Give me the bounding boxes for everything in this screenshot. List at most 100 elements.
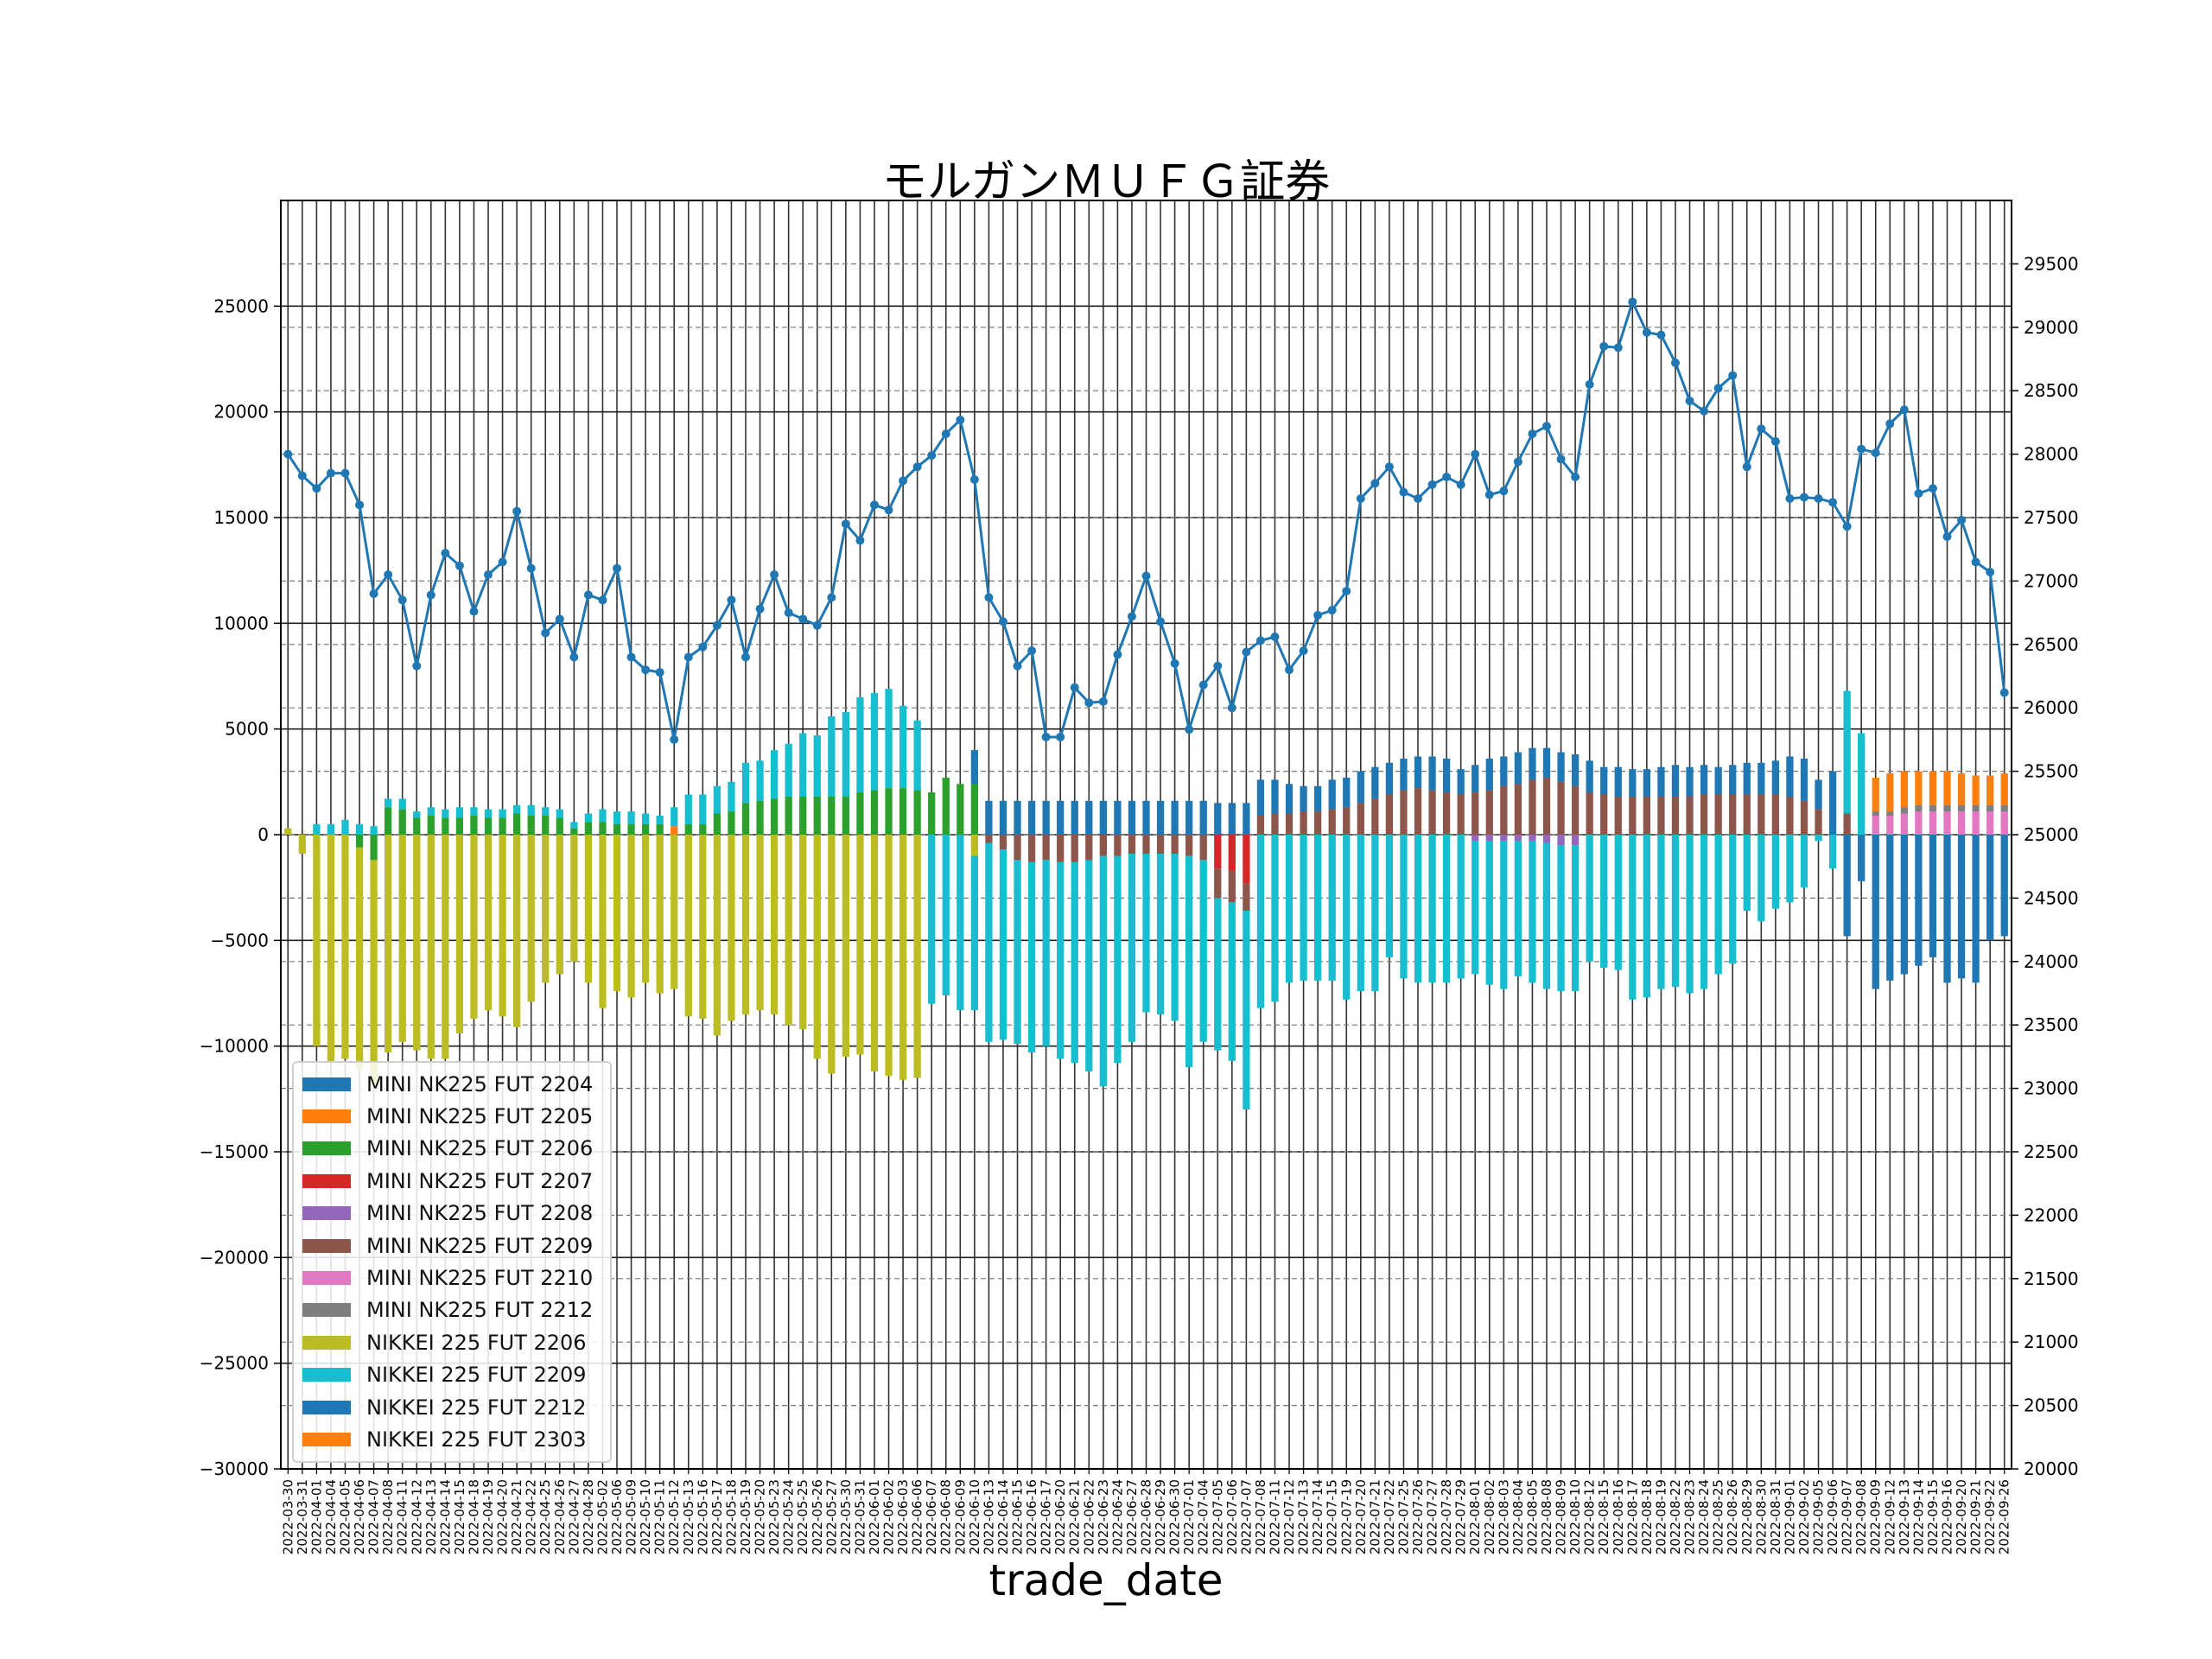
- price-point: [1585, 379, 1594, 389]
- bar-segment: [1243, 835, 1250, 884]
- bar-segment: [799, 733, 807, 797]
- y-tick-label-right: 20500: [2024, 1395, 2079, 1416]
- bar-segment: [770, 798, 779, 835]
- bar-segment: [1657, 835, 1665, 989]
- price-point: [1285, 665, 1294, 675]
- bar-segment: [770, 750, 779, 799]
- bar-segment: [1629, 835, 1637, 1000]
- bar-segment: [1700, 794, 1708, 835]
- y-tick-label-left: 0: [257, 824, 269, 845]
- legend-swatch: [302, 1335, 351, 1350]
- bar-segment: [656, 823, 664, 835]
- bar-segment: [1529, 835, 1536, 842]
- bar-segment: [1815, 779, 1822, 810]
- bar-segment: [1514, 835, 1522, 842]
- bar-segment: [699, 823, 707, 835]
- price-point: [326, 468, 335, 478]
- x-tick-label: 2022-07-06: [1224, 1479, 1240, 1554]
- x-tick-label: 2022-09-07: [1840, 1479, 1855, 1554]
- price-point: [469, 607, 479, 616]
- bar-segment: [1099, 800, 1107, 835]
- bar-segment: [1485, 841, 1493, 985]
- y-tick-label-right: 21000: [2024, 1332, 2079, 1352]
- bar-segment: [1957, 773, 1966, 805]
- bar-segment: [627, 823, 635, 835]
- y-tick-label-right: 23500: [2024, 1014, 2079, 1035]
- bar-segment: [785, 796, 792, 835]
- bar-segment: [1314, 785, 1322, 812]
- bar-segment: [985, 842, 993, 1042]
- x-tick-label: 2022-05-17: [709, 1479, 725, 1554]
- x-tick-label: 2022-03-30: [280, 1479, 296, 1554]
- bar-segment: [1171, 800, 1179, 835]
- bar-segment: [656, 815, 664, 824]
- bar-segment: [1843, 835, 1851, 937]
- x-tick-label: 2022-06-28: [1139, 1479, 1154, 1554]
- bar-segment: [1786, 835, 1794, 903]
- y-tick-label-left: 10000: [213, 613, 269, 633]
- bar-segment: [1428, 756, 1436, 791]
- price-point: [1971, 557, 1980, 567]
- price-point: [712, 620, 721, 630]
- bar-segment: [1743, 794, 1751, 835]
- price-point: [770, 570, 779, 580]
- bar-segment: [1915, 811, 1923, 835]
- price-point: [755, 604, 765, 613]
- bar-segment: [455, 807, 464, 818]
- bar-segment: [1972, 775, 1980, 805]
- price-point: [397, 595, 407, 605]
- x-tick-label: 2022-09-01: [1782, 1479, 1797, 1554]
- price-point: [1270, 632, 1280, 641]
- bar-segment: [1214, 803, 1222, 835]
- bar-segment: [1657, 766, 1665, 797]
- bar-segment: [856, 792, 864, 835]
- bar-segment: [1714, 766, 1722, 795]
- bar-segment: [1957, 811, 1966, 835]
- x-tick-label: 2022-07-15: [1325, 1479, 1340, 1554]
- bar-segment: [1471, 835, 1479, 842]
- bar-segment: [1972, 835, 1980, 983]
- y-tick-label-right: 24500: [2024, 887, 2079, 908]
- price-point: [1084, 698, 1094, 708]
- price-point: [1885, 419, 1895, 429]
- bar-segment: [1457, 835, 1465, 979]
- bar-segment: [1285, 835, 1294, 983]
- legend-label: MINI NK225 FUT 2206: [366, 1136, 594, 1161]
- bar-segment: [741, 803, 750, 835]
- bar-segment: [1285, 813, 1294, 835]
- bar-segment: [1986, 775, 1994, 805]
- bar-segment: [942, 835, 950, 995]
- price-point: [1685, 396, 1694, 405]
- x-tick-label: 2022-07-07: [1238, 1479, 1254, 1554]
- bar-segment: [1400, 758, 1408, 791]
- x-tick-label: 2022-05-25: [795, 1479, 810, 1554]
- bar-segment: [928, 835, 936, 1004]
- bar-segment: [1714, 835, 1722, 975]
- price-point: [683, 652, 693, 662]
- bar-segment: [599, 822, 607, 835]
- bar-segment: [1529, 747, 1536, 780]
- bar-segment: [1400, 790, 1408, 835]
- bar-segment: [1986, 804, 1994, 812]
- bar-segment: [641, 813, 650, 824]
- x-tick-label: 2022-06-02: [881, 1479, 897, 1554]
- price-point: [1327, 606, 1337, 615]
- x-tick-label: 2022-09-21: [1968, 1479, 1984, 1554]
- price-point: [1700, 406, 1709, 416]
- price-point: [1170, 658, 1179, 668]
- x-tick-label: 2022-04-05: [337, 1479, 353, 1554]
- bar-segment: [1771, 794, 1780, 835]
- price-point: [1370, 479, 1380, 488]
- bar-segment: [370, 860, 378, 1087]
- bar-segment: [1600, 835, 1608, 969]
- x-tick-label: 2022-04-22: [524, 1479, 539, 1554]
- bar-segment: [1915, 804, 1923, 812]
- bar-segment: [713, 785, 721, 814]
- price-point: [1757, 424, 1766, 434]
- bar-segment: [713, 835, 721, 1036]
- bar-segment: [1943, 811, 1951, 835]
- y-tick-label-right: 25500: [2024, 761, 2079, 782]
- bar-segment: [484, 835, 493, 1011]
- price-point: [869, 500, 879, 510]
- price-point: [1299, 646, 1308, 656]
